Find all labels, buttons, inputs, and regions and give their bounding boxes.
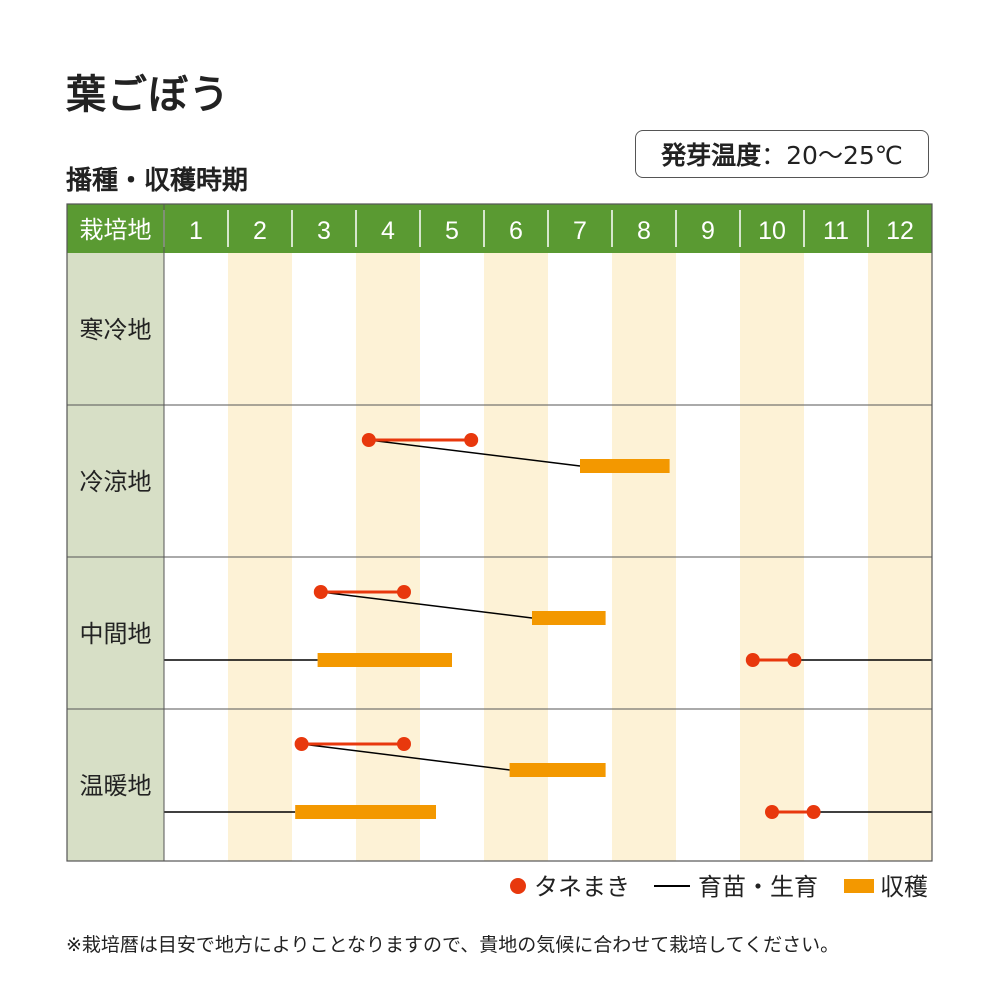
sowing-dot: [806, 805, 821, 819]
growing-line: [301, 743, 510, 771]
month-label: 10: [758, 217, 786, 245]
sowing-dot: [765, 805, 779, 819]
sowing-dot: [313, 585, 328, 599]
month-label: 2: [253, 217, 267, 245]
sowing-dot: [745, 653, 760, 667]
legend-sowing-icon: [510, 878, 526, 894]
month-label: 3: [317, 217, 331, 245]
chart-subtitle: 播種・収穫時期: [66, 166, 249, 196]
harvest-bar: [295, 805, 436, 819]
region-label: 冷涼地: [80, 468, 152, 496]
sowing-dot: [787, 653, 802, 667]
sowing-dot: [397, 737, 411, 751]
harvest-bar: [532, 611, 606, 625]
growing-line: [368, 439, 581, 467]
month-label: 1: [189, 217, 203, 245]
month-label: 6: [509, 217, 523, 245]
region-label: 寒冷地: [80, 316, 152, 344]
chart-frame: [66, 203, 933, 862]
region-label: 中間地: [80, 620, 152, 648]
germination-value: 20〜25℃: [786, 141, 903, 170]
header-label: 栽培地: [80, 216, 152, 244]
legend-sowing-label: タネまき: [534, 873, 630, 901]
germination-label: 発芽温度: [661, 141, 762, 170]
germination-temperature-box: 発芽温度： 20〜25℃: [635, 130, 929, 178]
sowing-dot: [397, 585, 411, 599]
sowing-dot: [294, 737, 309, 751]
header-bar: [67, 204, 932, 253]
month-label: 9: [701, 217, 715, 245]
month-label: 7: [573, 217, 587, 245]
legend-harvest-label: 収穫: [880, 873, 928, 901]
legend-harvest-icon: [844, 879, 874, 893]
legend-growing-label: 育苗・生育: [698, 873, 818, 901]
footnote: ※栽培暦は目安で地方によりことなりますので、貴地の気候に合わせて栽培してください…: [66, 934, 840, 956]
harvest-bar: [317, 653, 452, 667]
harvest-bar: [580, 459, 670, 473]
sowing-dot: [464, 433, 479, 447]
month-label: 11: [823, 217, 849, 245]
month-label: 5: [445, 217, 459, 245]
region-label: 温暖地: [80, 772, 152, 800]
growing-line: [320, 591, 533, 619]
harvest-bar: [509, 763, 606, 777]
month-label: 8: [637, 217, 651, 245]
month-label: 12: [886, 217, 914, 245]
germination-separator: ：: [761, 141, 787, 170]
page-title: 葉ごぼう: [66, 72, 230, 118]
sowing-dot: [361, 433, 376, 447]
month-label: 4: [381, 217, 395, 245]
